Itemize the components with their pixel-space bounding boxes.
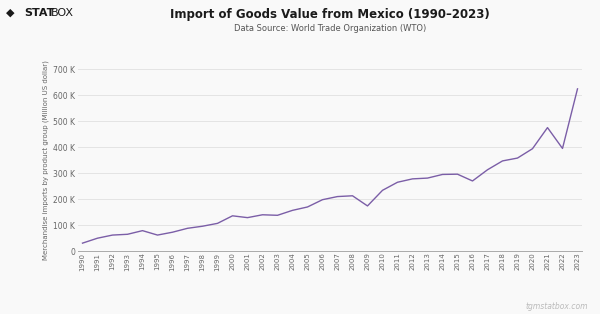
- Text: Data Source: World Trade Organization (WTO): Data Source: World Trade Organization (W…: [234, 24, 426, 33]
- Text: ◆: ◆: [6, 8, 19, 18]
- Y-axis label: Merchandise imports by product group (Million US dollar): Merchandise imports by product group (Mi…: [43, 60, 49, 260]
- Text: BOX: BOX: [51, 8, 74, 18]
- Text: Import of Goods Value from Mexico (1990–2023): Import of Goods Value from Mexico (1990–…: [170, 8, 490, 21]
- Text: tgmstatbox.com: tgmstatbox.com: [526, 302, 588, 311]
- Text: STAT: STAT: [24, 8, 55, 18]
